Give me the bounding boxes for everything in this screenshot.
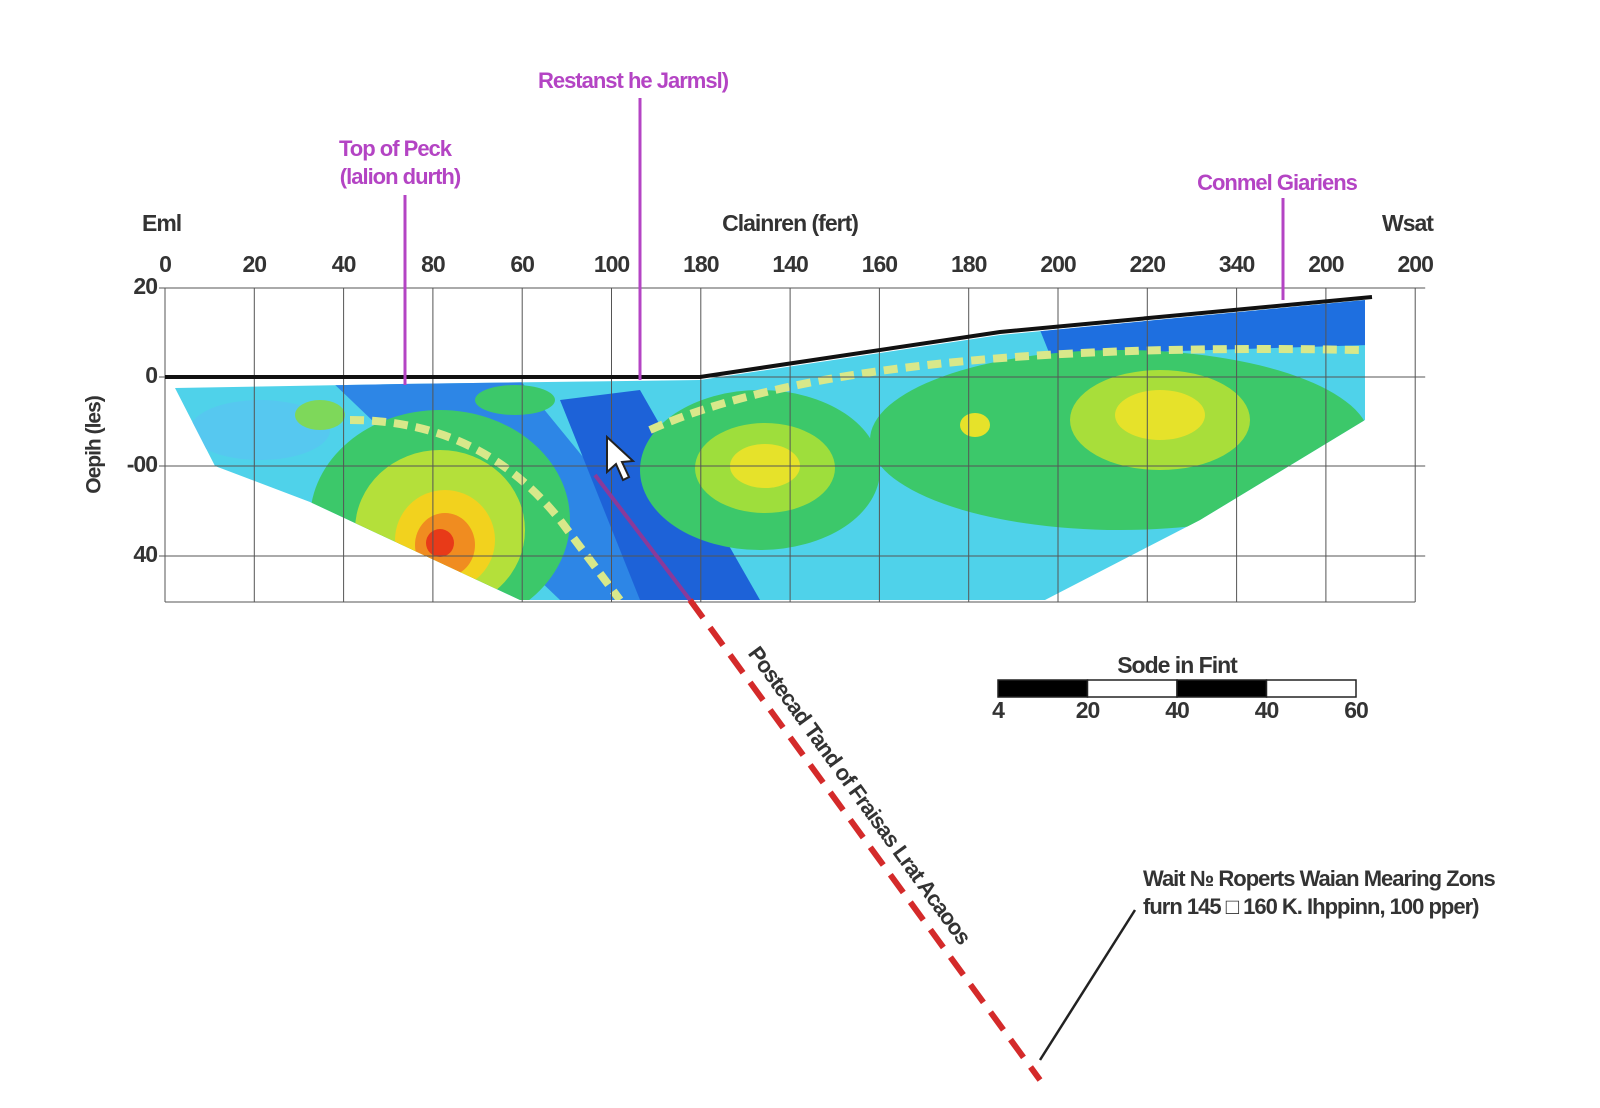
x-tick-label: 0 [159, 251, 171, 277]
x-tick-label: 160 [862, 251, 898, 277]
x-tick-label: 200 [1040, 251, 1076, 277]
scale-label: 4 [992, 697, 1005, 723]
x-tick-label: 80 [421, 251, 445, 277]
scale-title: Sode in Fint [1117, 652, 1238, 678]
annotation: Restanst he Jarmsl) [538, 68, 729, 93]
scale-label: 40 [1255, 697, 1279, 723]
x-tick-label: 180 [683, 251, 719, 277]
y-title: Oepih (les) [83, 396, 106, 494]
scale-label: 40 [1165, 697, 1189, 723]
projection-line [593, 473, 692, 602]
dashed-line [687, 598, 1043, 1082]
x-tick-label: 40 [332, 251, 356, 277]
callout-line [1038, 909, 1137, 1061]
dashed-line-label: Postecad Tand of Fraisas Lrat Acaoos [743, 642, 976, 950]
left-label: Eml [142, 210, 181, 236]
cursor [606, 434, 636, 482]
x-title: Clainren (fert) [722, 210, 858, 236]
x-tick-label: 180 [951, 251, 987, 277]
x-tick-label: 340 [1219, 251, 1255, 277]
x-tick-label: 100 [594, 251, 630, 277]
x-tick-label: 140 [772, 251, 808, 277]
x-tick-label: 220 [1130, 251, 1166, 277]
x-tick-label: 60 [510, 251, 534, 277]
scale-bar [997, 679, 1357, 698]
resistivity-section [175, 300, 1365, 600]
x-tick-label: 200 [1308, 251, 1344, 277]
y-tick-label: 20 [133, 273, 157, 299]
scale-label: 20 [1076, 697, 1100, 723]
x-tick-label: 20 [243, 251, 267, 277]
y-tick-label: 0 [145, 362, 157, 388]
annotation: Conmel Giariens [1197, 170, 1358, 195]
annotation: (lalion durth) [340, 164, 461, 189]
callout-text: furn 145 □ 160 K. Ihppinn, 100 pper) [1143, 894, 1479, 919]
y-tick-label: 40 [133, 541, 157, 567]
annotation: Top of Peck [339, 136, 453, 161]
scale-label: 60 [1344, 697, 1368, 723]
callout-text: Wait № Roperts Waian Mearing Zons [1143, 866, 1495, 891]
x-tick-label: 200 [1398, 251, 1434, 277]
surface-line [165, 295, 1373, 379]
right-label: Wsat [1382, 210, 1434, 236]
y-tick-label: -00 [127, 451, 157, 477]
